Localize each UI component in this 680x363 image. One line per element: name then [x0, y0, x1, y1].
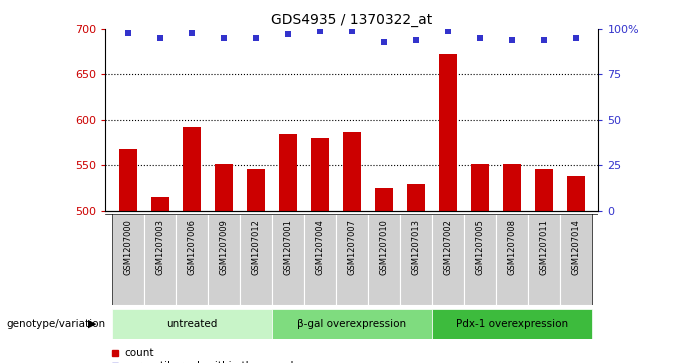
Bar [407, 184, 425, 211]
Point [250, 35, 261, 41]
Text: genotype/variation: genotype/variation [7, 319, 106, 329]
Bar [143, 214, 176, 305]
Point [571, 35, 581, 41]
Text: GSM1207009: GSM1207009 [220, 219, 228, 274]
Text: GSM1207002: GSM1207002 [443, 219, 452, 274]
Point [507, 37, 517, 43]
Title: GDS4935 / 1370322_at: GDS4935 / 1370322_at [271, 13, 432, 26]
Text: GSM1207013: GSM1207013 [411, 219, 420, 275]
Point [186, 30, 197, 36]
Point [539, 37, 549, 43]
Text: GSM1207012: GSM1207012 [252, 219, 260, 274]
Bar [375, 188, 393, 211]
Bar [496, 214, 528, 305]
Bar [471, 164, 489, 211]
Bar [503, 164, 521, 211]
Text: GSM1207008: GSM1207008 [507, 219, 517, 275]
Bar [272, 214, 304, 305]
Bar [176, 214, 208, 305]
Bar [279, 134, 296, 211]
Text: GSM1207000: GSM1207000 [123, 219, 133, 274]
Point [122, 30, 133, 36]
Point [154, 35, 165, 41]
Text: GSM1207005: GSM1207005 [475, 219, 484, 274]
Text: GSM1207001: GSM1207001 [284, 219, 292, 274]
Point [282, 32, 293, 37]
Bar [304, 214, 336, 305]
Bar [247, 169, 265, 211]
Legend: count, percentile rank within the sample: count, percentile rank within the sample [111, 348, 300, 363]
Point [475, 35, 486, 41]
Bar [560, 214, 592, 305]
Text: GSM1207014: GSM1207014 [571, 219, 581, 274]
Bar [215, 164, 233, 211]
Bar [208, 214, 240, 305]
Bar [336, 214, 368, 305]
Text: GSM1207011: GSM1207011 [539, 219, 549, 274]
Bar [368, 214, 400, 305]
Text: β-gal overexpression: β-gal overexpression [297, 319, 407, 329]
Point [347, 28, 358, 34]
Bar [183, 127, 201, 211]
Bar [343, 132, 360, 211]
Bar [528, 214, 560, 305]
Bar [432, 214, 464, 305]
Bar [567, 176, 585, 211]
Bar [119, 149, 137, 211]
Bar [432, 309, 592, 339]
Text: Pdx-1 overexpression: Pdx-1 overexpression [456, 319, 568, 329]
Point [379, 39, 390, 45]
Text: GSM1207004: GSM1207004 [316, 219, 324, 274]
Bar [112, 214, 143, 305]
Bar [240, 214, 272, 305]
Point [314, 28, 325, 34]
Text: GSM1207010: GSM1207010 [379, 219, 388, 274]
Bar [151, 197, 169, 211]
Bar [272, 309, 432, 339]
Point [443, 28, 454, 34]
Point [218, 35, 229, 41]
Bar [311, 138, 328, 211]
Bar [400, 214, 432, 305]
Text: GSM1207003: GSM1207003 [155, 219, 165, 275]
Text: ▶: ▶ [88, 319, 96, 329]
Point [411, 37, 422, 43]
Bar [464, 214, 496, 305]
Bar [112, 309, 272, 339]
Text: GSM1207006: GSM1207006 [187, 219, 197, 275]
Bar [439, 54, 457, 211]
Text: untreated: untreated [166, 319, 218, 329]
Bar [535, 169, 553, 211]
Text: GSM1207007: GSM1207007 [347, 219, 356, 275]
